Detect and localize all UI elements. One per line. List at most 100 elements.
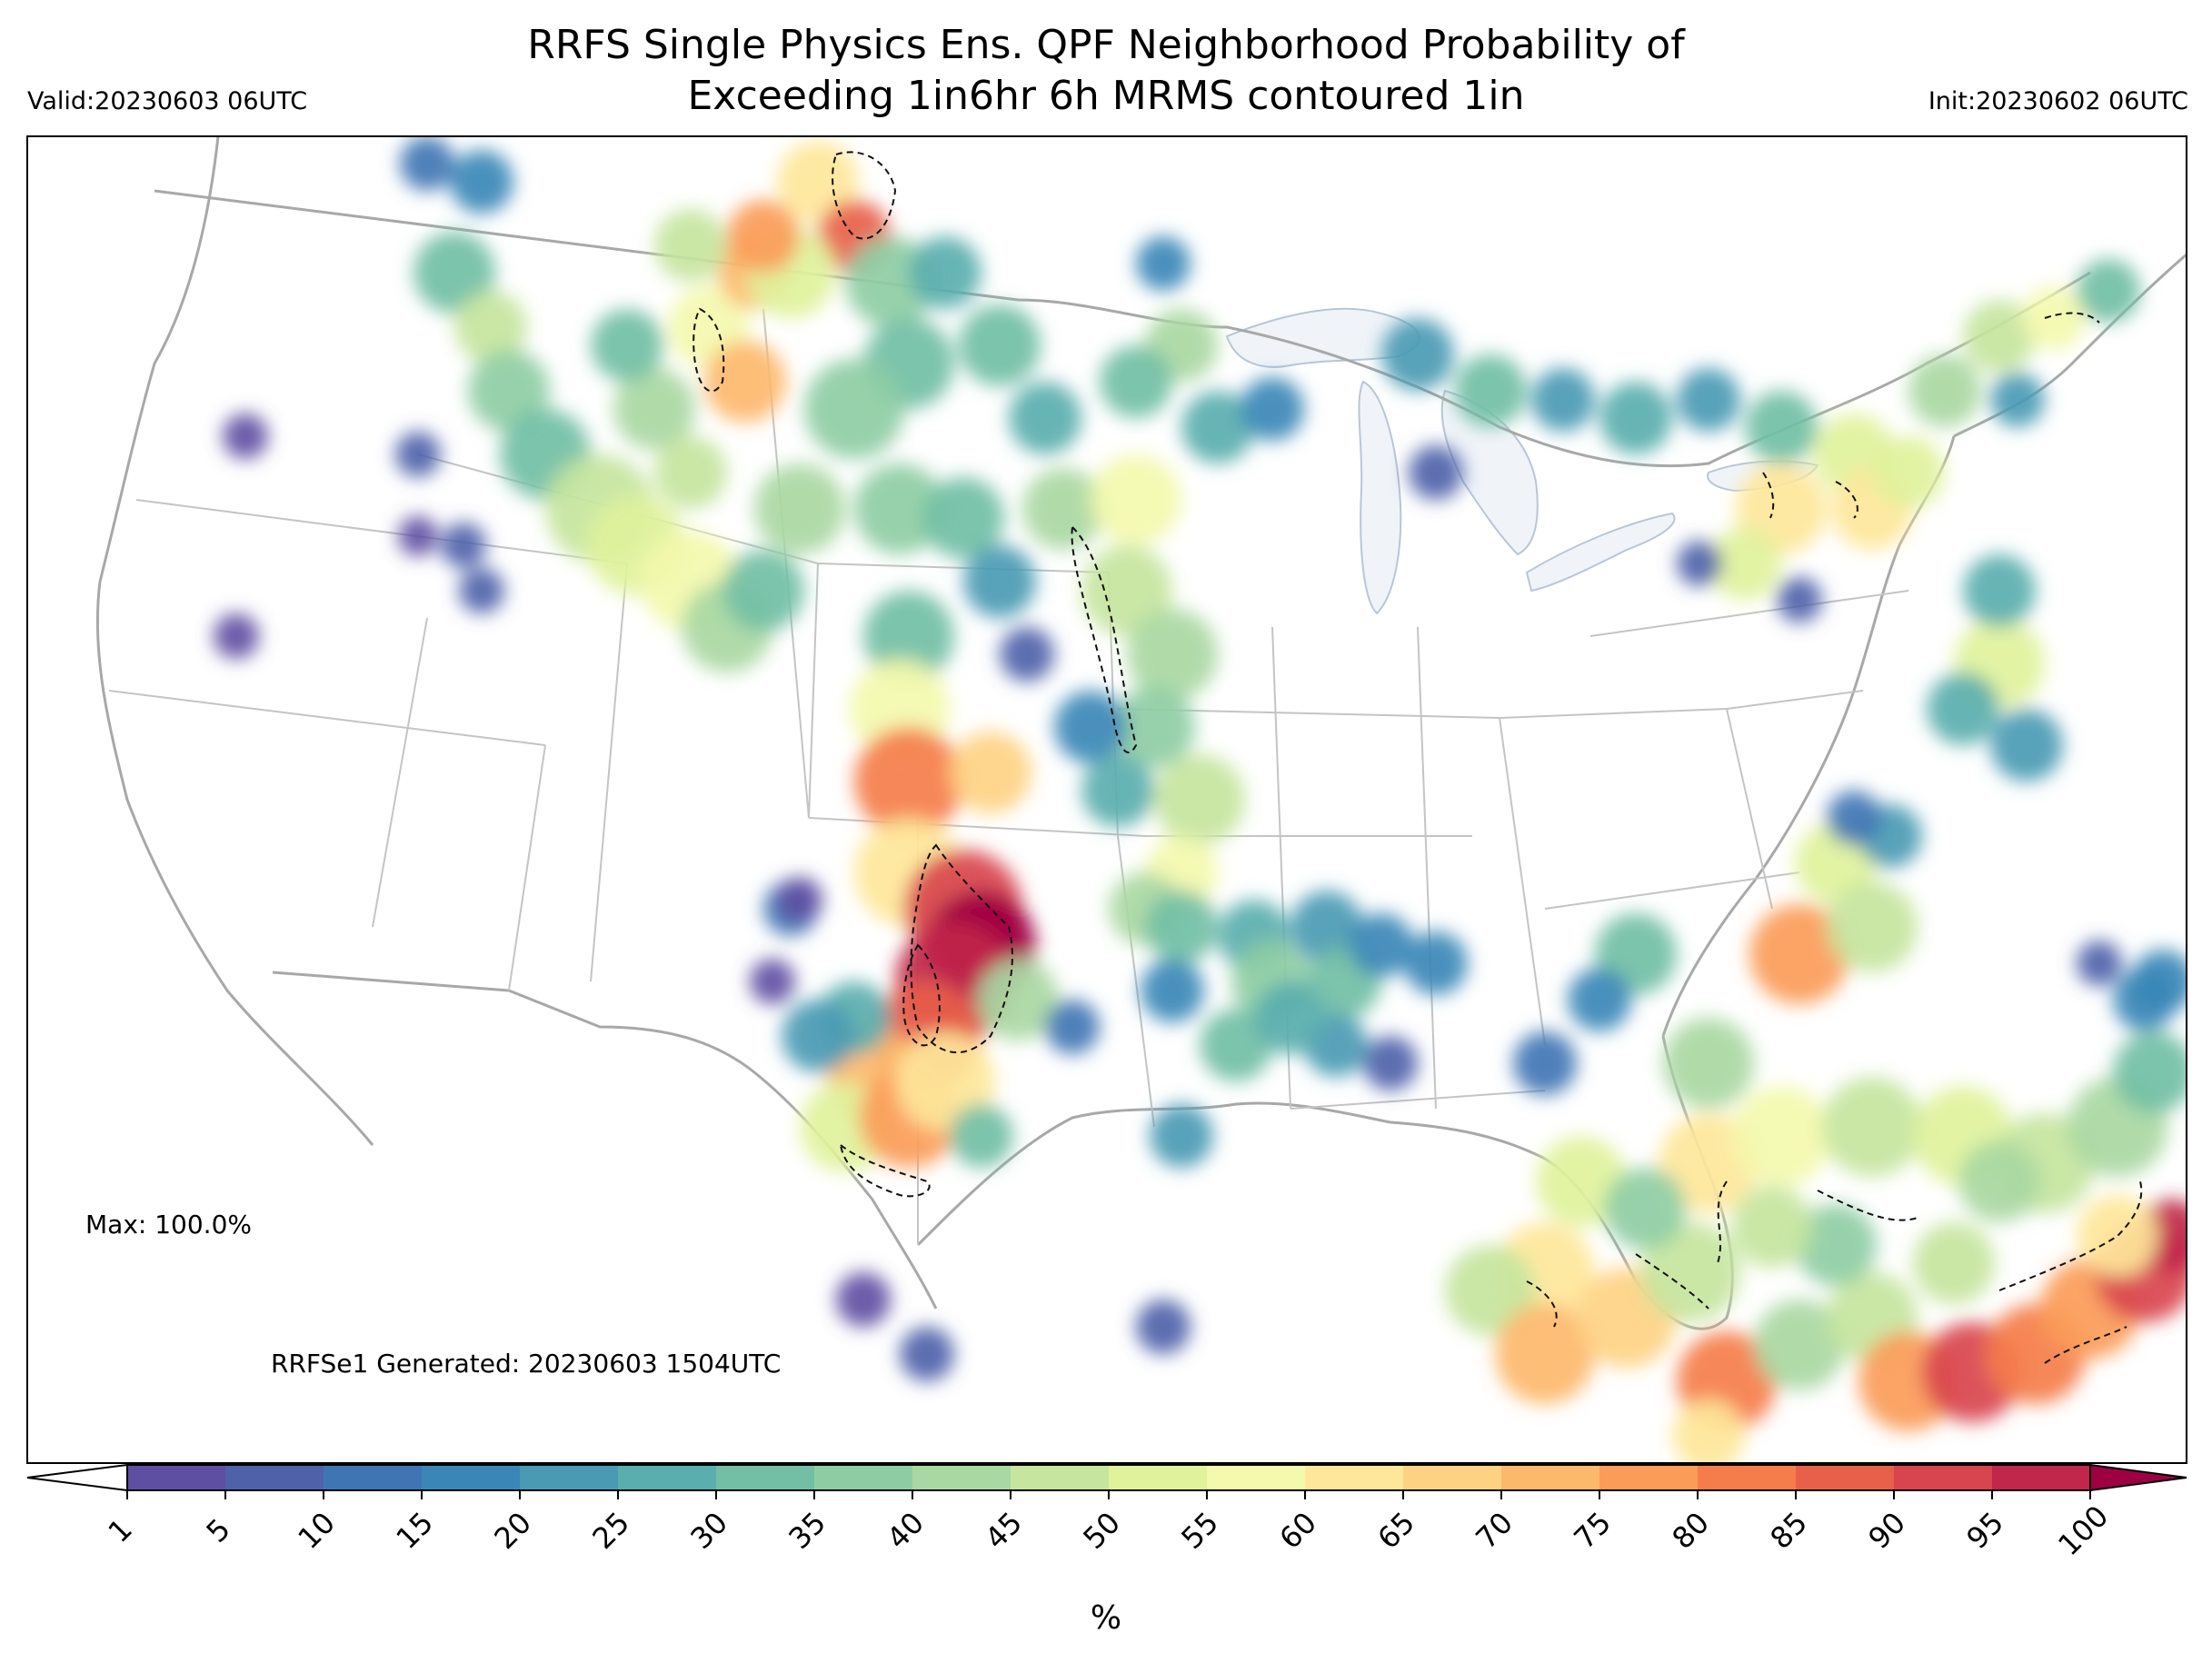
probability-cell [1731, 1086, 1831, 1186]
probability-cell [2113, 968, 2177, 1031]
colorbar-swatch [618, 1465, 717, 1490]
mrms-contour [1717, 1180, 1918, 1264]
probability-cell [1022, 468, 1104, 550]
colorbar-extend-min [26, 1463, 128, 1492]
colorbar-swatch [1501, 1465, 1600, 1490]
probability-cell [459, 568, 504, 613]
probability-cell [1350, 913, 1413, 977]
colorbar-swatch [1992, 1465, 2091, 1490]
mrms-contour [839, 1142, 931, 1198]
mrms-contour [692, 307, 725, 393]
colorbar-tick-label: 45 [978, 1505, 1029, 1556]
gulf-coast [916, 1101, 1546, 1247]
colorbar-tick-label: 25 [585, 1505, 636, 1556]
probability-field [214, 136, 2187, 1463]
probability-cell [1990, 373, 2045, 427]
colorbar-tick-label: 100 [2051, 1499, 2115, 1562]
colorbar-tick-label: 85 [1763, 1505, 1814, 1556]
colorbar-extend-max [2089, 1463, 2187, 1492]
colorbar-tick-label: 55 [1174, 1505, 1225, 1556]
probability-cell [613, 368, 695, 450]
probability-cell [654, 436, 727, 509]
colorbar-tick-label: 65 [1370, 1505, 1421, 1556]
probability-cell [1127, 609, 1218, 700]
valid-time-label: Valid:20230603 06UTC [27, 87, 308, 115]
mrms-contours [692, 151, 2143, 1364]
pacific-coast [95, 136, 374, 1146]
probability-cell [414, 232, 495, 314]
probability-cell [398, 516, 438, 556]
mrms-contour [902, 943, 941, 1047]
probability-cell [1754, 1300, 1845, 1390]
probability-cell [782, 1000, 854, 1072]
colorbar-tick-label: 20 [487, 1505, 538, 1556]
probability-cell [1000, 627, 1054, 682]
probability-cell [722, 550, 804, 632]
probability-cell [1827, 791, 1881, 845]
probability-cell [400, 136, 454, 191]
probability-cell [1963, 300, 2036, 373]
colorbar-tick-label: 60 [1272, 1505, 1323, 1556]
figure-title: RRFS Single Physics Ens. QPF Neighborhoo… [0, 20, 2212, 122]
mrms-contour [1762, 312, 2100, 519]
mrms-contour [910, 843, 1013, 1053]
probability-cell [1927, 672, 1999, 745]
probability-cell [1495, 1304, 1595, 1404]
probability-cell [750, 959, 795, 1004]
colorbar-tick-label: 1 [102, 1512, 139, 1549]
probability-cell [777, 877, 822, 922]
colorbar-tick-label: 10 [291, 1505, 342, 1556]
probability-cell [1181, 391, 1254, 463]
colorbar-units-label: % [1091, 1599, 1121, 1637]
probability-cell [963, 545, 1036, 618]
colorbar-swatch [1305, 1465, 1404, 1490]
probability-cell [727, 200, 800, 273]
colorbar-swatch [127, 1465, 226, 1490]
colorbar-swatch [1403, 1465, 1502, 1490]
probability-cell [223, 413, 268, 459]
probability-cell [854, 463, 945, 554]
probability-cell [2113, 1031, 2187, 1113]
probability-cell [1913, 1222, 1995, 1304]
probability-cell [1150, 1104, 1213, 1168]
probability-cell [754, 463, 845, 554]
lake-michigan [1358, 380, 1402, 615]
probability-cell [1136, 236, 1191, 291]
probability-cell [1141, 959, 1204, 1022]
probability-cell [1677, 541, 1722, 586]
probability-cell [854, 727, 963, 836]
probability-cell [468, 350, 550, 432]
init-time-label: Init:20230602 06UTC [1928, 87, 2188, 115]
probability-cell [1963, 554, 2036, 627]
map-frame [26, 135, 2187, 1464]
probability-cell [950, 1104, 1013, 1168]
colorbar-swatch [520, 1465, 619, 1490]
probability-cell [2077, 259, 2140, 323]
mrms-contour [832, 151, 897, 240]
probability-cell [1663, 1018, 1754, 1109]
probability-cell [1404, 931, 1468, 995]
probability-cell [1872, 436, 1945, 509]
colorbar-swatch [1109, 1465, 1208, 1490]
colorbar-tick-label: 50 [1076, 1505, 1127, 1556]
colorbar-swatch [1796, 1465, 1895, 1490]
probability-cell [441, 523, 486, 568]
colorbar-tick-label: 90 [1861, 1505, 1912, 1556]
probability-cell [1009, 382, 1081, 454]
probability-cell [950, 732, 1031, 813]
probability-cell [1363, 1036, 1418, 1090]
probability-cell [1958, 1140, 2040, 1222]
mexico-border [272, 971, 938, 1309]
probability-cell [1536, 1136, 1627, 1227]
probability-cell [1709, 527, 1781, 600]
colorbar-swatch [1894, 1465, 1993, 1490]
colorbar-tick-label: 75 [1567, 1505, 1618, 1556]
probability-cell [1827, 881, 1918, 972]
mrms-contour [1998, 1180, 2143, 1364]
colorbar-swatch [814, 1465, 913, 1490]
probability-cell [909, 236, 981, 309]
probability-cell [1100, 345, 1172, 418]
probability-cell [2077, 941, 2122, 986]
new-england-coast [1953, 253, 2187, 438]
